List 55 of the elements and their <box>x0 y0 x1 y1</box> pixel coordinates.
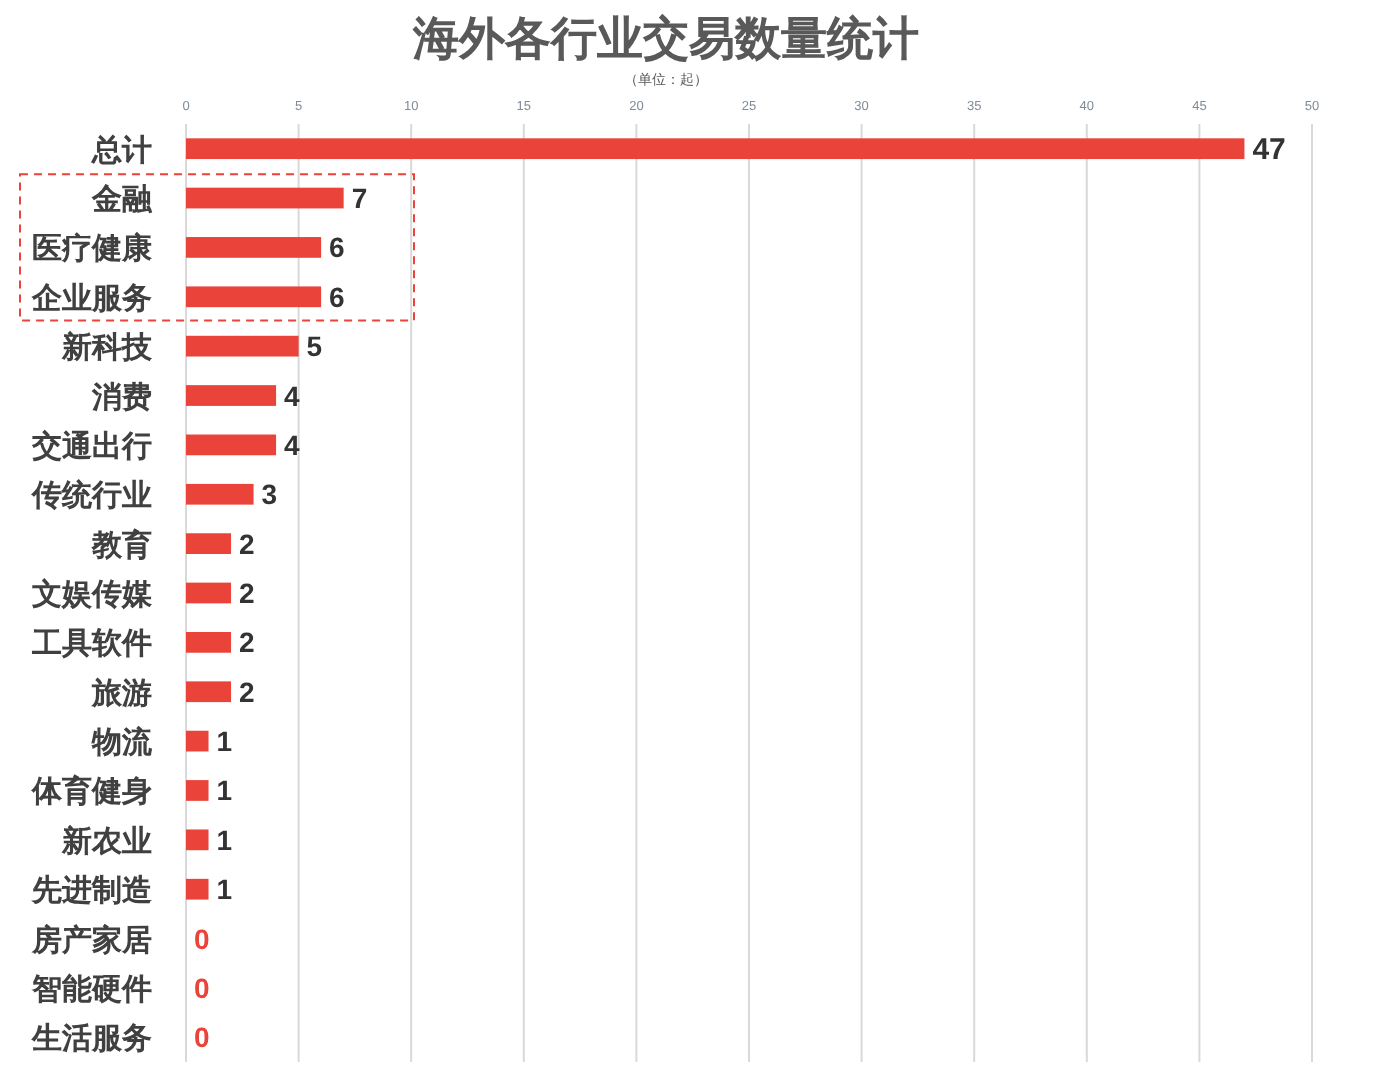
bar <box>186 237 322 258</box>
data-label: 6 <box>329 280 346 313</box>
y-tick-label: 医疗健康 <box>32 230 154 267</box>
y-tick-label: 教育 <box>90 526 152 563</box>
bar <box>186 434 277 456</box>
bar <box>186 780 209 801</box>
data-label: 0 <box>194 922 210 955</box>
bar <box>186 138 1245 160</box>
data-label: 2 <box>239 527 256 560</box>
y-tick-label: 文娱传媒 <box>30 578 154 612</box>
y-tick-label: 智能硬件 <box>30 972 152 1007</box>
y-tick-label: 体育健身 <box>30 773 152 810</box>
y-tick-label: 生活服务 <box>30 1022 152 1057</box>
data-label: 2 <box>239 626 256 659</box>
data-label: 47 <box>1252 132 1286 167</box>
bar <box>186 286 322 308</box>
y-tick-label: 金融 <box>90 183 154 218</box>
data-label: 3 <box>261 478 278 511</box>
bar <box>186 533 232 554</box>
data-label: 5 <box>306 330 323 363</box>
bar <box>186 335 299 357</box>
data-label: 1 <box>216 725 233 758</box>
y-tick-label: 新农业 <box>60 822 152 859</box>
y-tick-label: 总计 <box>90 133 152 168</box>
bar <box>186 632 232 653</box>
y-tick-label: 新科技 <box>60 329 154 366</box>
data-label: 0 <box>194 971 210 1004</box>
bar <box>186 385 277 406</box>
data-label: 7 <box>351 182 368 215</box>
data-label: 6 <box>329 231 346 264</box>
data-label: 2 <box>239 577 256 609</box>
data-label: 1 <box>216 774 233 807</box>
bar <box>186 483 254 505</box>
data-label: 2 <box>239 675 256 708</box>
data-label: 1 <box>216 823 233 856</box>
y-tick-label: 旅游 <box>90 676 152 711</box>
data-label: 4 <box>284 379 301 412</box>
y-tick-label: 企业服务 <box>30 281 152 316</box>
y-tick-label: 工具软件 <box>30 627 152 662</box>
y-tick-label: 传统行业 <box>30 479 152 514</box>
bar <box>186 187 344 209</box>
data-label: 4 <box>284 428 301 461</box>
y-tick-label: 交通出行 <box>30 427 152 464</box>
y-tick-label: 房产家居 <box>30 921 152 958</box>
bar <box>186 582 232 604</box>
y-tick-label: 先进制造 <box>30 874 154 909</box>
chart-title: 海外各行业交易数量统计 <box>411 12 919 64</box>
y-tick-label: 消费 <box>90 380 152 415</box>
y-tick-label: 物流 <box>90 724 154 761</box>
bar <box>186 730 209 752</box>
bar <box>186 681 232 703</box>
bar <box>186 878 209 900</box>
bar <box>186 829 209 851</box>
data-label: 1 <box>216 873 233 906</box>
data-label: 0 <box>194 1021 210 1054</box>
